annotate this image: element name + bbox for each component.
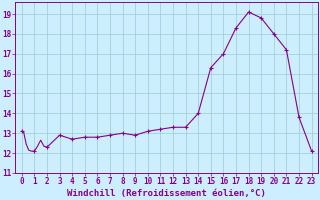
X-axis label: Windchill (Refroidissement éolien,°C): Windchill (Refroidissement éolien,°C) — [67, 189, 266, 198]
